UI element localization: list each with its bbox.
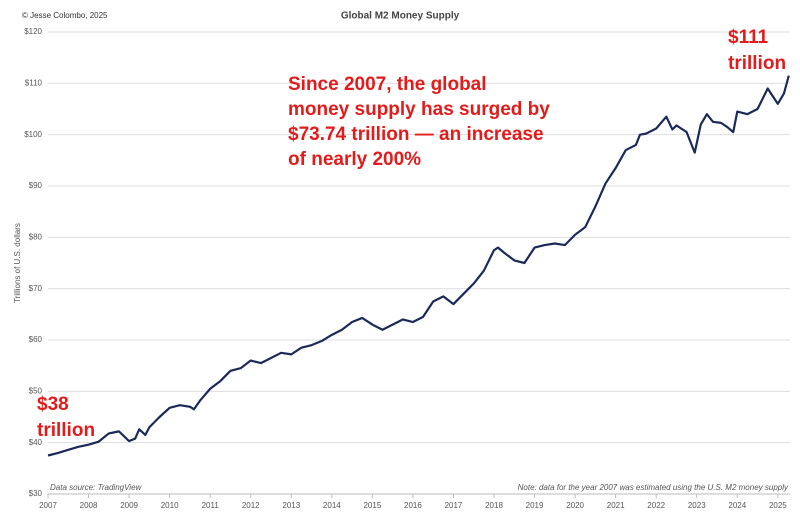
x-tick-label: 2025 <box>769 501 787 510</box>
x-tick-label: 2007 <box>39 501 57 510</box>
start-label: $38 <box>37 394 69 415</box>
x-tick-label: 2017 <box>445 501 463 510</box>
y-tick-label: $110 <box>25 78 43 87</box>
y-tick-label: $120 <box>24 27 42 36</box>
y-tick-label: $30 <box>29 489 43 498</box>
x-tick-label: 2022 <box>647 501 665 510</box>
x-tick-label: 2012 <box>242 501 260 510</box>
x-tick-label: 2020 <box>566 501 584 510</box>
x-tick-label: 2019 <box>526 501 544 510</box>
annotation: Since 2007, the global <box>288 74 487 95</box>
note: Note: data for the year 2007 was estimat… <box>518 483 789 492</box>
y-axis-label: Trillions of U.S. dollars <box>13 223 22 303</box>
start-label: trillion <box>37 420 95 441</box>
x-tick-label: 2023 <box>688 501 706 510</box>
x-tick-label: 2016 <box>404 501 422 510</box>
y-tick-label: $60 <box>29 335 43 344</box>
x-tick-label: 2014 <box>323 501 341 510</box>
end-label: trillion <box>728 53 786 74</box>
data-line <box>47 75 790 457</box>
x-tick-label: 2008 <box>80 501 98 510</box>
y-tick-label: $50 <box>29 386 43 395</box>
source: Data source: TradingView <box>50 483 143 492</box>
end-label: $111 <box>728 27 769 48</box>
y-tick-label: $70 <box>29 284 43 293</box>
x-tick-label: 2024 <box>728 501 746 510</box>
copyright: © Jesse Colombo, 2025 <box>22 11 108 20</box>
x-tick-label: 2013 <box>282 501 300 510</box>
x-tick-label: 2011 <box>202 501 220 510</box>
annotation: $73.74 trillion — an increase <box>288 124 544 145</box>
x-tick-label: 2018 <box>485 501 503 510</box>
chart-title: Global M2 Money Supply <box>341 11 460 22</box>
y-tick-label: $100 <box>24 130 42 139</box>
y-tick-label: $40 <box>29 438 43 447</box>
annotation: of nearly 200% <box>288 149 421 170</box>
y-tick-label: $80 <box>29 232 43 241</box>
x-tick-label: 2009 <box>120 501 138 510</box>
y-tick-label: $90 <box>29 181 43 190</box>
annotation: money supply has surged by <box>288 99 550 120</box>
x-tick-label: 2021 <box>607 501 625 510</box>
x-tick-label: 2010 <box>161 501 179 510</box>
x-tick-label: 2015 <box>363 501 381 510</box>
